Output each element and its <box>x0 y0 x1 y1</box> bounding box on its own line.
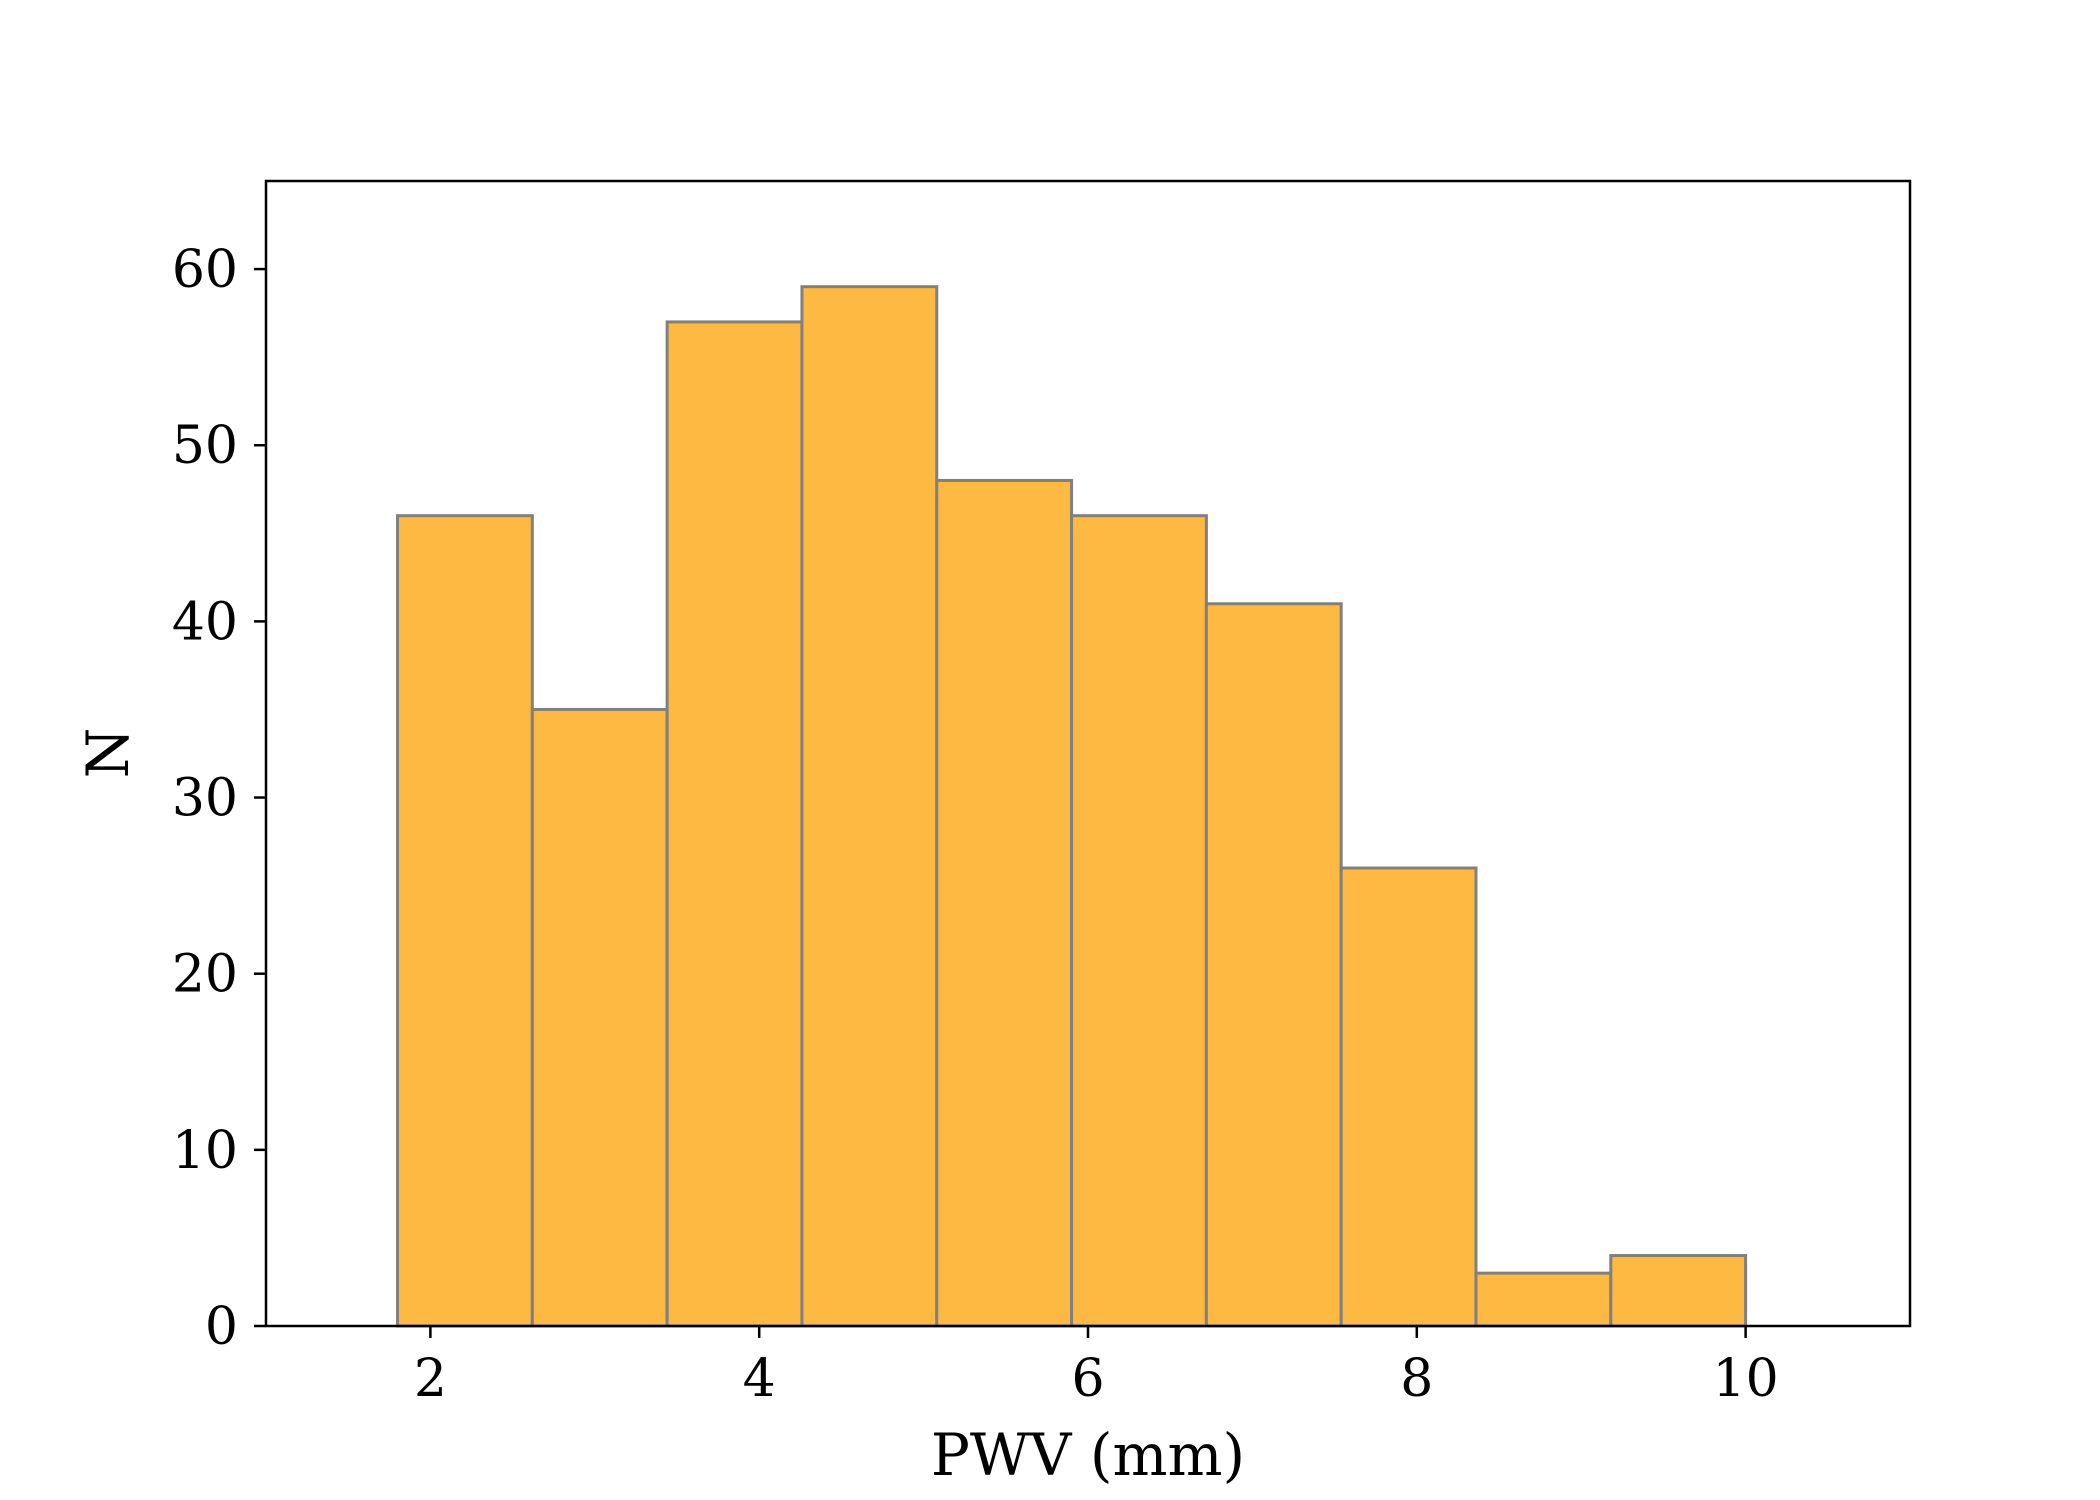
bars <box>396 285 1748 1328</box>
x-tick-label: 8 <box>1400 1349 1433 1409</box>
x-axis-label: PWV (mm) <box>931 1421 1245 1489</box>
y-tick-label: 60 <box>172 240 238 300</box>
y-axis-ticks: 0 10 20 30 40 50 60 <box>172 240 266 1357</box>
x-tick-label: 2 <box>414 1349 447 1409</box>
histogram-bar-10 <box>1609 1254 1748 1328</box>
histogram-bar-9 <box>1474 1271 1613 1328</box>
histogram-bar-1 <box>396 514 534 1328</box>
histogram-bar-7 <box>1204 602 1343 1328</box>
y-tick-label: 20 <box>172 945 238 1005</box>
histogram-bar-6 <box>1070 514 1208 1328</box>
histogram-bar-2 <box>530 707 669 1328</box>
histogram-bar-8 <box>1339 866 1478 1328</box>
y-tick-label: 50 <box>172 416 238 476</box>
y-tick-label: 30 <box>172 769 238 829</box>
histogram-bar-4 <box>800 285 939 1328</box>
x-tick-label: 10 <box>1713 1349 1779 1409</box>
y-tick-label: 40 <box>172 592 238 652</box>
x-tick-label: 4 <box>743 1349 776 1409</box>
x-tick-label: 6 <box>1071 1349 1104 1409</box>
x-axis-ticks: 2 4 6 8 10 <box>414 1326 1779 1409</box>
y-tick-label: 10 <box>172 1121 238 1181</box>
histogram-bar-3 <box>665 320 804 1328</box>
y-axis-label: N <box>74 728 142 779</box>
histogram-bar-5 <box>935 478 1074 1328</box>
y-tick-label: 0 <box>205 1297 238 1357</box>
